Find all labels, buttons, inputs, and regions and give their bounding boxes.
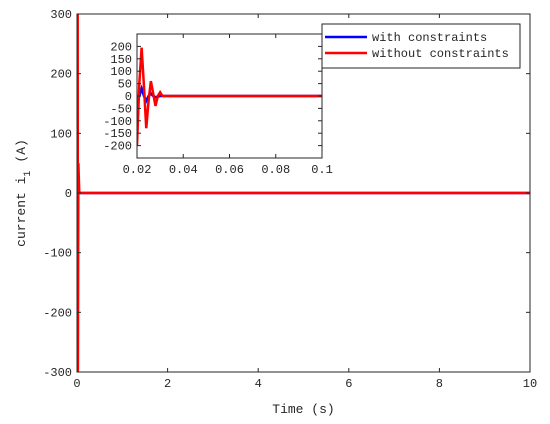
x-tick-label: 0.08: [261, 163, 290, 177]
legend-box: [321, 23, 521, 69]
data-line: [137, 47, 322, 146]
y-tick-label: 0: [125, 90, 132, 104]
y-tick-label: 200: [50, 68, 72, 82]
x-tick-label: 4: [255, 377, 262, 391]
y-axis-label: current i1 (A): [14, 139, 34, 247]
y-axis-label-subscript: 1: [23, 171, 34, 177]
y-tick-label: 200: [110, 40, 132, 54]
y-tick-label: 100: [50, 127, 72, 141]
x-tick-label: 0: [73, 377, 80, 391]
y-tick-label: 0: [65, 187, 72, 201]
y-tick-label: -50: [110, 102, 132, 116]
x-axis-label: Time (s): [272, 402, 334, 417]
x-tick-label: 0.02: [123, 163, 152, 177]
y-tick-label: 150: [110, 53, 132, 67]
x-tick-label: 0.06: [215, 163, 244, 177]
x-tick-label: 0.04: [169, 163, 198, 177]
y-tick-label: 50: [118, 78, 132, 92]
y-tick-label: -300: [43, 366, 72, 380]
x-tick-label: 8: [436, 377, 443, 391]
legend-label: with constraints: [372, 31, 487, 45]
x-tick-label: 10: [523, 377, 537, 391]
y-tick-label: -100: [43, 247, 72, 261]
y-tick-label: -150: [103, 127, 132, 141]
y-tick-label: -200: [103, 140, 132, 154]
y-tick-label: -100: [103, 115, 132, 129]
x-tick-label: 6: [345, 377, 352, 391]
y-tick-label: 300: [50, 8, 72, 22]
legend-label: without constraints: [372, 47, 509, 61]
x-tick-label: 2: [164, 377, 171, 391]
x-tick-label: 0.1: [311, 163, 333, 177]
y-tick-label: -200: [43, 306, 72, 320]
y-tick-label: 100: [110, 65, 132, 79]
y-axis-label-unit: (A): [14, 139, 29, 162]
y-axis-label-text: current i: [14, 176, 29, 246]
